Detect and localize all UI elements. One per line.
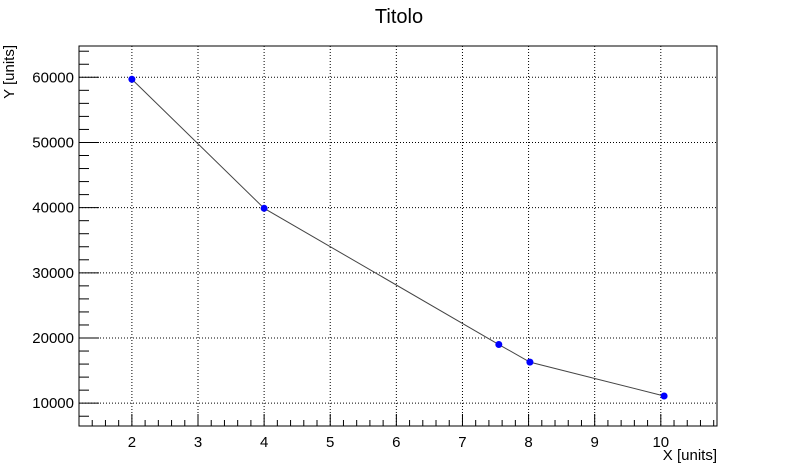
- y-tick-label: 50000: [32, 134, 74, 151]
- data-point: [495, 341, 503, 349]
- data-series: [128, 75, 668, 400]
- y-tick-label: 30000: [32, 265, 74, 282]
- chart-title: Titolo: [375, 6, 423, 28]
- data-point: [260, 204, 268, 212]
- y-tick-label: 40000: [32, 200, 74, 217]
- x-tick-label: 3: [194, 434, 202, 451]
- y-axis-title: Y [units]: [1, 45, 18, 99]
- x-tick-label: 5: [326, 434, 334, 451]
- data-point: [128, 75, 136, 83]
- x-tick-labels: 2 3 4 5 6 7 8 9 10: [128, 434, 669, 451]
- x-tick-label: 4: [260, 434, 268, 451]
- x-tick-label: 2: [128, 434, 136, 451]
- x-tick-label: 8: [524, 434, 532, 451]
- data-point: [526, 358, 534, 366]
- y-tick-label: 10000: [32, 395, 74, 412]
- plot-frame: [78, 45, 718, 427]
- y-tick-labels: 10000 20000 30000 40000 50000 60000: [32, 69, 74, 412]
- x-tick-label: 7: [458, 434, 466, 451]
- y-tick-label: 60000: [32, 69, 74, 86]
- x-tick-label: 6: [392, 434, 400, 451]
- data-point: [660, 392, 668, 400]
- x-tick-label: 10: [652, 434, 669, 451]
- series-line: [131, 78, 665, 397]
- y-tick-label: 20000: [32, 330, 74, 347]
- x-tick-label: 9: [591, 434, 599, 451]
- x-axis-title: X [units]: [663, 447, 717, 464]
- axis-ticks: [78, 50, 715, 426]
- grid-lines: [79, 46, 717, 426]
